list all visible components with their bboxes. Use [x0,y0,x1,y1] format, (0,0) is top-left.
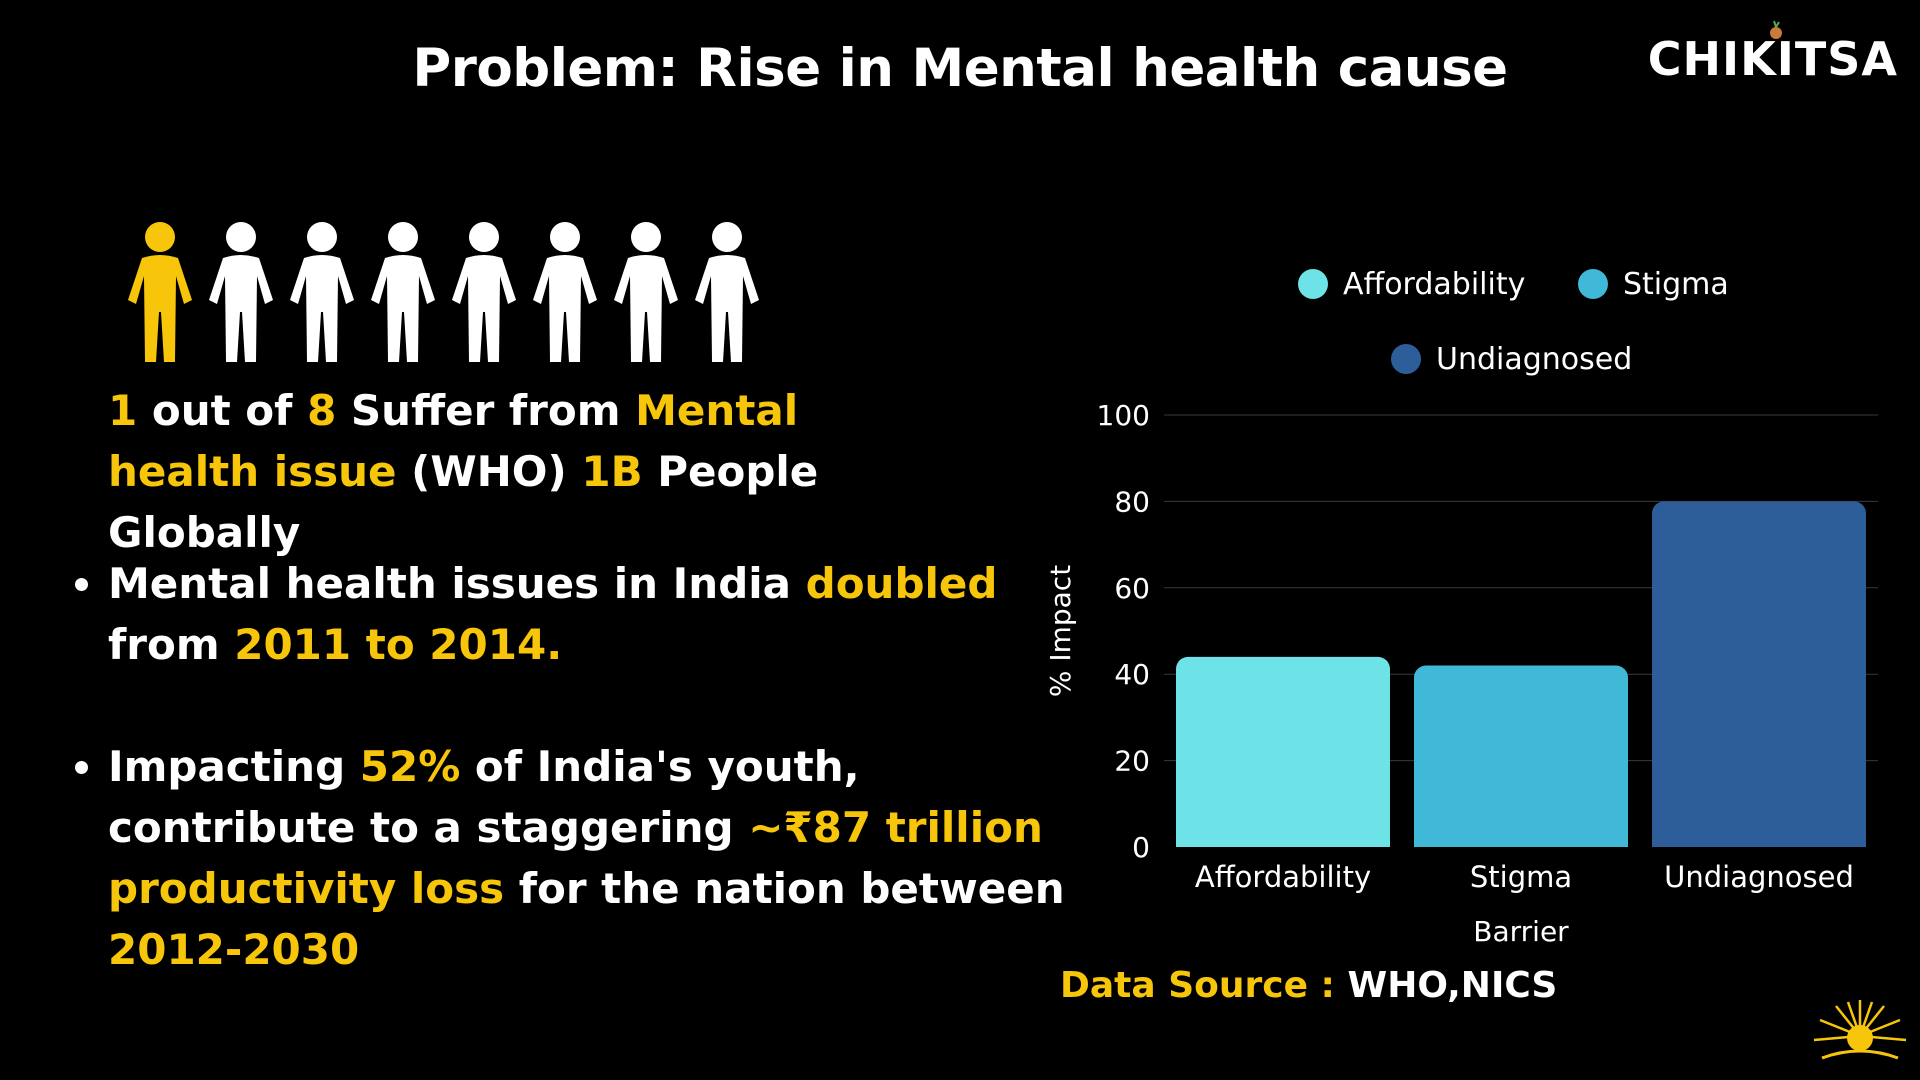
person-icon [128,222,192,362]
person-icon [452,222,516,362]
bar [1652,501,1866,847]
page-title: Problem: Rise in Mental health cause [412,38,1508,99]
person-icon [614,222,678,362]
y-tick-label: 60 [1114,572,1150,605]
bullet-highlight: 2012-2030 [108,925,360,974]
bullet-highlight: ~₹87 trillion productivity loss [108,803,1043,913]
stat-text-part: out of [137,386,308,435]
stat-count: 1 [108,386,138,435]
stat-text-part: Suffer from [336,386,636,435]
bullet-highlight: 52% [359,742,461,791]
x-tick-label: Affordability [1195,860,1371,894]
stat-highlight: Mental health issue [108,386,799,496]
x-tick-label: Undiagnosed [1664,860,1854,894]
bar-base [1176,835,1390,847]
data-source-label: Data Source : [1060,965,1348,1006]
data-source: Data Source : WHO,NICS [1060,965,1557,1006]
legend-swatch [1578,269,1608,299]
data-source-value: WHO,NICS [1347,965,1558,1006]
stat-global: 1B [581,447,643,496]
x-tick-label: Stigma [1470,860,1572,894]
person-icon [290,222,354,362]
bullet-item: Impacting 52% of India's youth, contribu… [108,736,1068,980]
stat-text-part: (WHO) [396,447,582,496]
bullet-text: of India's youth, contribute to a stagge… [108,742,860,852]
bar-chart: 0 20 40 60 80 100 % Impact Affordability Stigma U… [1044,267,1878,948]
legend-label: Stigma [1623,267,1729,302]
bullet-list: Mental health issues in India doubled fr… [60,553,1068,1041]
stat-text: 1 out of 8 Suffer from Mental health iss… [108,380,928,563]
sun-logo-icon [1813,1000,1907,1060]
legend-swatch [1298,269,1328,299]
bullet-highlight: 2011 to 2014. [234,620,563,669]
y-tick-label: 80 [1114,485,1150,518]
bullet-text: for the nation between [504,864,1065,913]
person-icon [371,222,435,362]
leaf-logo-icon [1770,20,1782,39]
person-icon [209,222,273,362]
y-tick-label: 100 [1097,399,1150,432]
bar [1176,656,1390,847]
x-axis-label: Barrier [1473,915,1569,948]
bullet-highlight: doubled [805,559,998,608]
bar [1414,665,1628,847]
y-axis-label: % Impact [1044,565,1077,697]
stat-text-part: People Globally [108,447,819,557]
stat-total: 8 [307,386,337,435]
person-icon [695,222,759,362]
people-icon-row [128,222,759,362]
person-icon [533,222,597,362]
y-tick-label: 0 [1132,831,1150,864]
y-tick-label: 40 [1114,658,1150,691]
bullet-text: from [108,620,235,669]
bullet-text: Mental health issues in India [108,559,806,608]
legend-swatch [1391,344,1421,374]
brand-logo: CHIKITSA [1647,32,1898,86]
bullet-text: Impacting [108,742,360,791]
y-tick-label: 20 [1114,745,1150,778]
bullet-item: Mental health issues in India doubled fr… [108,553,1068,675]
bar-base [1652,835,1866,847]
legend-label: Undiagnosed [1436,342,1632,377]
legend-label: Affordability [1343,267,1525,302]
bar-base [1414,835,1628,847]
